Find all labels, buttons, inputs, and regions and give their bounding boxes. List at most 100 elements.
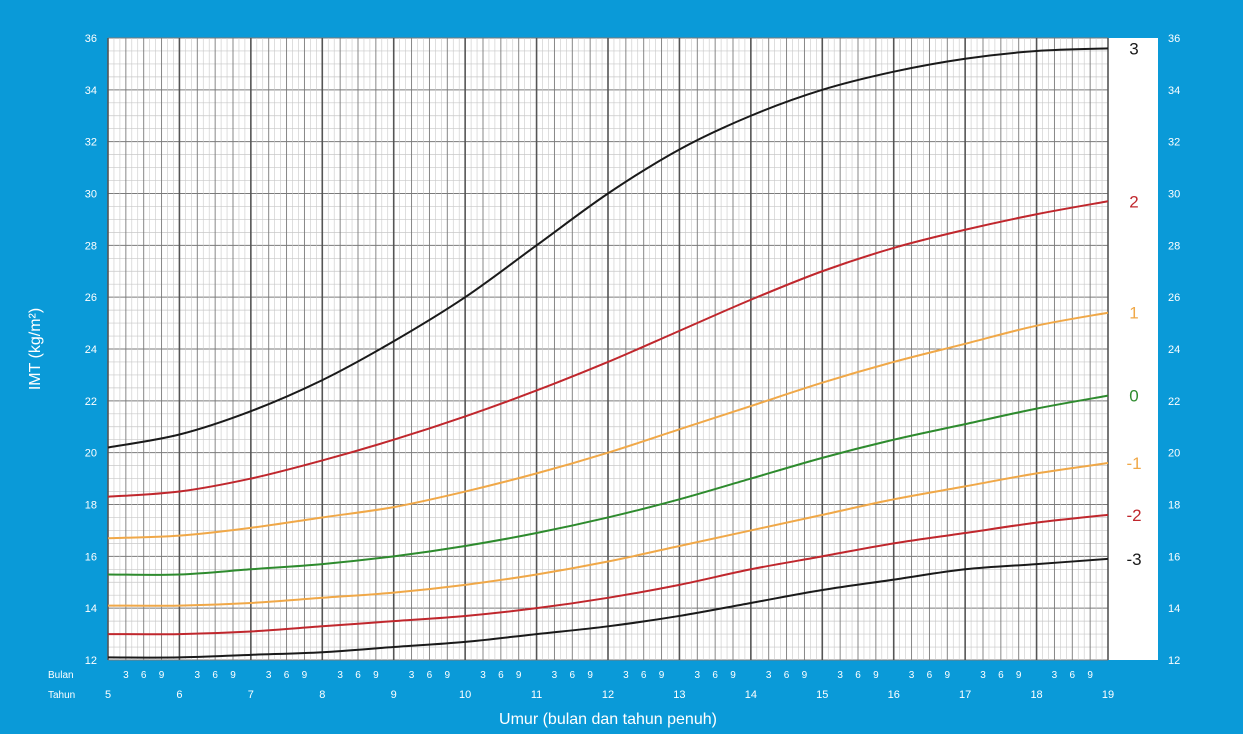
x-year-tick: 8 — [319, 689, 325, 701]
y-tick-label: 12 — [85, 655, 97, 667]
x-year-tick: 19 — [1102, 689, 1114, 701]
x-month-tick: 6 — [712, 670, 718, 681]
x-year-tick: 11 — [531, 689, 542, 701]
x-year-tick: 9 — [391, 689, 397, 701]
x-month-tick: 3 — [980, 670, 986, 681]
x-month-tick: 3 — [909, 670, 915, 681]
y-axis-left: 12 14 16 18 20 22 24 26 28 30 32 34 36 — [85, 33, 97, 667]
x-month-tick: 3 — [480, 670, 486, 681]
series-line-1 — [107, 200, 1109, 498]
x-month-tick: 6 — [855, 670, 861, 681]
x-month-tick: 6 — [355, 670, 361, 681]
x-month-tick: 3 — [409, 670, 415, 681]
series-line-0 — [107, 47, 1109, 449]
x-month-tick: 9 — [302, 670, 308, 681]
x-month-tick: 6 — [212, 670, 218, 681]
series-line-6 — [107, 557, 1109, 659]
x-year-tick: 16 — [888, 689, 900, 701]
x-month-tick: 6 — [998, 670, 1004, 681]
grid — [107, 37, 1109, 661]
x-year-tick: 7 — [248, 689, 254, 701]
y-tick-label: 20 — [85, 448, 97, 460]
x-month-tick: 6 — [927, 670, 933, 681]
y-tick-label: 26 — [85, 292, 97, 304]
series-line-5 — [107, 513, 1109, 636]
y-axis-right: 12 14 16 18 20 22 24 26 28 30 32 34 36 — [1168, 33, 1180, 667]
y-tick-label-right: 18 — [1168, 500, 1180, 512]
series-line-2 — [107, 311, 1109, 540]
x-month-tick: 9 — [1016, 670, 1022, 681]
series-lines — [107, 47, 1109, 659]
y-tick-label-right: 16 — [1168, 551, 1180, 563]
x-month-tick: 3 — [837, 670, 843, 681]
x-month-tick: 9 — [159, 670, 165, 681]
series-line-4 — [107, 462, 1109, 607]
y-tick-label: 34 — [85, 85, 97, 97]
x-month-tick: 6 — [570, 670, 576, 681]
x-month-tick: 9 — [516, 670, 522, 681]
series-label: 1 — [1129, 304, 1138, 323]
series-label: -1 — [1126, 454, 1141, 473]
x-month-tick: 9 — [1087, 670, 1093, 681]
x-month-tick: 3 — [337, 670, 343, 681]
x-month-tick: 9 — [587, 670, 593, 681]
y-tick-label: 28 — [85, 240, 97, 252]
x-month-tick: 3 — [552, 670, 558, 681]
x-month-tick: 3 — [623, 670, 629, 681]
y-tick-label: 14 — [85, 603, 97, 615]
series-labels: 3 2 1 0 -1 -2 -3 — [1126, 39, 1141, 569]
y-tick-label: 36 — [85, 33, 97, 45]
x-year-tick: 10 — [459, 689, 471, 701]
y-tick-label-right: 12 — [1168, 655, 1180, 667]
y-tick-label: 24 — [85, 344, 97, 356]
y-tick-label-right: 32 — [1168, 137, 1180, 149]
x-month-tick: 9 — [373, 670, 379, 681]
series-label: 2 — [1129, 192, 1138, 211]
y-tick-label: 22 — [85, 396, 97, 408]
year-row-label: Tahun — [48, 690, 75, 701]
series-label: 3 — [1129, 39, 1138, 58]
y-tick-label-right: 30 — [1168, 189, 1180, 201]
x-year-tick: 13 — [673, 689, 685, 701]
y-tick-label-right: 14 — [1168, 603, 1180, 615]
x-year-tick: 18 — [1030, 689, 1042, 701]
y-axis-title: IMT (kg/m²) — [27, 308, 44, 390]
x-month-tick: 6 — [641, 670, 647, 681]
y-tick-label-right: 22 — [1168, 396, 1180, 408]
x-month-tick: 9 — [730, 670, 736, 681]
x-year-tick: 12 — [602, 689, 614, 701]
y-tick-label-right: 28 — [1168, 240, 1180, 252]
series-label: -3 — [1126, 550, 1141, 569]
x-month-tick: 6 — [284, 670, 290, 681]
y-tick-label: 32 — [85, 137, 97, 149]
x-month-tick: 3 — [266, 670, 272, 681]
x-month-tick: 6 — [498, 670, 504, 681]
x-month-tick: 6 — [1070, 670, 1076, 681]
x-month-tick: 3 — [766, 670, 772, 681]
x-month-tick: 6 — [427, 670, 433, 681]
y-tick-label: 30 — [85, 189, 97, 201]
x-year-tick: 14 — [745, 689, 757, 701]
y-tick-label: 16 — [85, 551, 97, 563]
series-label: 0 — [1129, 387, 1138, 406]
series-line-3 — [107, 394, 1109, 576]
x-month-tick: 9 — [802, 670, 808, 681]
x-month-tick: 6 — [784, 670, 790, 681]
y-tick-label-right: 20 — [1168, 448, 1180, 460]
y-tick-label: 18 — [85, 500, 97, 512]
x-year-tick: 6 — [176, 689, 182, 701]
x-year-tick: 5 — [105, 689, 111, 701]
x-year-tick: 17 — [959, 689, 971, 701]
y-tick-label-right: 24 — [1168, 344, 1180, 356]
x-month-tick: 9 — [873, 670, 879, 681]
x-month-tick: 6 — [141, 670, 147, 681]
x-month-tick: 9 — [659, 670, 665, 681]
y-tick-label-right: 36 — [1168, 33, 1180, 45]
x-month-tick: 3 — [695, 670, 701, 681]
x-month-tick: 3 — [123, 670, 129, 681]
x-month-tick: 9 — [230, 670, 236, 681]
x-year-tick: 15 — [816, 689, 828, 701]
